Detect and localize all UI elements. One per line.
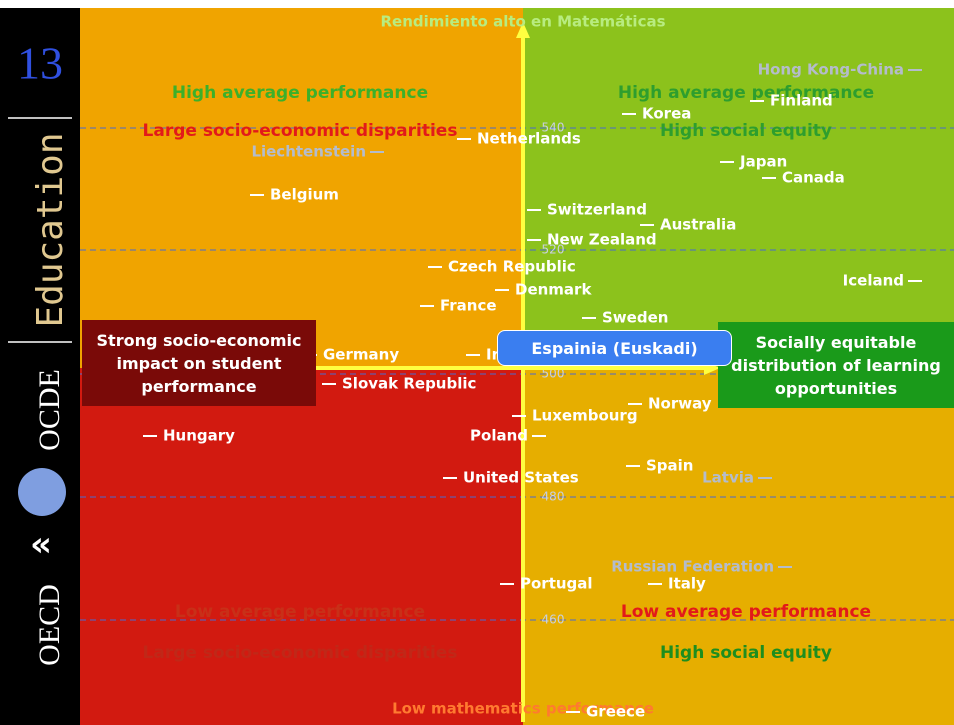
country-label: Luxembourg (532, 407, 638, 425)
quadrant-top-left (80, 8, 523, 368)
country-label: Germany (323, 346, 399, 364)
logo-chevrons: « (30, 525, 52, 565)
country-label: Netherlands (477, 130, 581, 148)
country-label: Russian Federation (611, 558, 774, 576)
axis-top-label: Rendimiento alto en Matemáticas (380, 13, 665, 31)
country-label: Finland (770, 92, 833, 110)
country-label: Latvia (702, 469, 754, 487)
y-tick-label: 540 (542, 121, 565, 135)
brand: Education (30, 132, 71, 327)
country-label: Liechtenstein (251, 143, 366, 161)
country-label: Italy (668, 575, 706, 593)
org-name: OECD (33, 584, 66, 666)
country-label: Spain (646, 457, 693, 475)
slide-number: 13 (17, 38, 63, 89)
country-label: Portugal (520, 575, 593, 593)
callout-left: Strong socio-economic impact on student … (82, 320, 316, 406)
quadrant-label: Low average performance (175, 602, 425, 622)
country-label: United States (463, 469, 579, 487)
country-label: Switzerland (547, 201, 647, 219)
quadrant-label: Large socio-economic disparities (143, 121, 458, 141)
country-label: Japan (739, 153, 787, 171)
country-label: New Zealand (547, 231, 657, 249)
country-label: Poland (470, 427, 528, 445)
country-label: Iceland (843, 272, 904, 290)
country-label: Korea (642, 105, 691, 123)
quadrant-label: High social equity (660, 121, 832, 141)
quadrant-label: Large socio-economic disparities (143, 643, 458, 663)
axis-arrow (516, 22, 530, 38)
country-label: Denmark (515, 281, 592, 299)
country-label: Sweden (602, 309, 668, 327)
y-tick-label: 460 (542, 613, 565, 627)
country-label: Greece (586, 703, 645, 721)
country-label: Australia (660, 216, 736, 234)
quadrant-bottom-left (80, 368, 523, 725)
quadrant-bottom-right (523, 368, 954, 725)
y-tick-label: 480 (542, 490, 565, 504)
callout-highlight: Espainia (Euskadi) (497, 330, 732, 366)
country-label: Norway (648, 395, 712, 413)
country-label: France (440, 297, 497, 315)
org-name: OCDE (33, 369, 66, 451)
country-label: Belgium (270, 186, 339, 204)
y-tick-label: 520 (542, 243, 565, 257)
country-label: Hong Kong-China (758, 61, 904, 79)
logo-circle (18, 468, 66, 516)
quadrant-label: High average performance (172, 83, 428, 103)
quadrant-label: High social equity (660, 643, 832, 663)
callout-right: Socially equitable distribution of learn… (718, 322, 954, 408)
quadrant-label: High average performance (618, 83, 874, 103)
country-label: Czech Republic (448, 258, 576, 276)
country-label: Slovak Republic (342, 375, 476, 393)
country-label: Canada (782, 169, 845, 187)
quadrant-label: Low average performance (621, 602, 871, 622)
axis-bottom-label: Low mathematics performance (392, 700, 654, 718)
country-label: Hungary (163, 427, 235, 445)
sidebar (0, 8, 80, 725)
quadrant-top-right (523, 8, 954, 368)
